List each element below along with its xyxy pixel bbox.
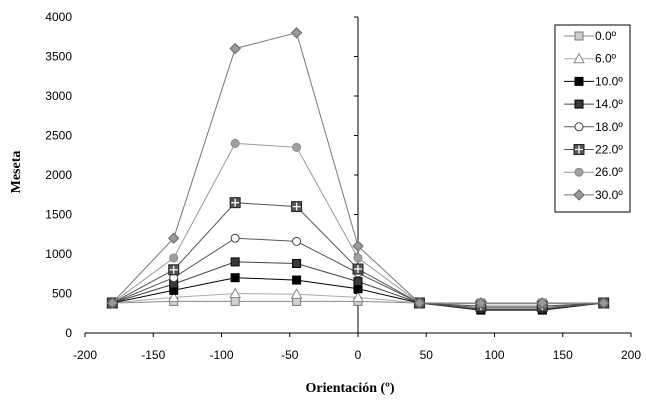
series-7 [106,27,610,309]
data-point [292,275,302,285]
data-point [290,288,303,299]
legend-label: 30.0º [595,188,623,202]
data-point [292,258,302,268]
data-point [230,296,240,306]
data-point [291,201,303,213]
legend-item: 26.0º [564,165,623,179]
data-point [290,27,303,39]
data-point [475,297,487,309]
legend-item: 22.0º [564,143,623,157]
y-tick-label: 2500 [45,129,72,143]
data-point [292,142,302,152]
data-point [229,287,241,298]
legend-item: 6.0º [564,52,617,66]
legend-label: 18.0º [595,120,623,134]
data-point [230,257,240,267]
y-ticks: 0 500 1000 1500 2000 2500 3000 3500 4000 [45,10,358,340]
x-ticks: -200 -150 -100 -50 0 50 100 150 200 [73,333,641,362]
y-tick-label: 3500 [45,50,72,64]
legend-marker [573,189,585,201]
legend-label: 10.0º [595,74,623,88]
x-tick-label: -50 [281,348,299,362]
y-tick-label: 0 [65,326,72,340]
data-point [353,253,363,263]
data-point [352,240,364,252]
data-point [536,297,548,309]
x-tick-label: 50 [420,348,434,362]
data-point [168,232,180,244]
legend-marker [573,144,585,155]
x-axis-label: Orientación (º) [306,381,395,396]
legend-item: 30.0º [564,188,623,202]
x-tick-label: -150 [141,348,165,362]
legend-marker [574,76,584,86]
data-point [352,263,364,275]
data-point [230,138,240,148]
legend: 0.0º 6.0º 10.0º 14.0º 18.0º 22.0º 26.0º 30.0º [554,24,631,213]
legend-item: 14.0º [564,97,623,111]
data-point [292,236,302,246]
x-tick-label: 150 [553,348,573,362]
data-point [229,42,241,55]
legend-marker [574,99,584,109]
legend-label: 6.0º [595,52,617,66]
legend-marker [574,122,584,132]
data-point [106,297,119,309]
data-point [168,264,180,276]
legend-label: 0.0º [595,29,617,43]
legend-item: 0.0º [564,29,617,43]
y-tick-label: 500 [52,287,72,301]
legend-label: 22.0º [595,143,623,157]
x-tick-label: -100 [209,348,233,362]
y-tick-label: 1500 [45,208,72,222]
legend-marker [574,167,584,177]
legend-label: 26.0º [595,165,623,179]
data-point [413,297,426,309]
data-point [167,291,180,302]
legend-item: 18.0º [564,120,623,134]
data-point [352,291,364,302]
data-point [169,253,179,263]
data-point [230,273,240,283]
y-tick-label: 1000 [45,247,72,261]
y-tick-label: 4000 [45,10,72,24]
y-tick-label: 2000 [45,168,72,182]
x-tick-label: 200 [621,348,641,362]
legend-marker [574,31,584,41]
data-point [229,197,241,209]
legend-marker [573,52,585,64]
legend-box [554,24,631,213]
x-tick-label: -200 [73,348,97,362]
x-tick-label: 0 [355,348,362,362]
y-axis-label: Meseta [9,151,24,194]
legend-item: 10.0º [564,74,623,88]
data-point [353,277,363,287]
series-group [106,27,610,315]
y-tick-label: 3000 [45,89,72,103]
data-point [230,233,240,243]
x-tick-label: 100 [484,348,504,362]
legend-label: 14.0º [595,97,623,111]
data-point [597,297,610,309]
